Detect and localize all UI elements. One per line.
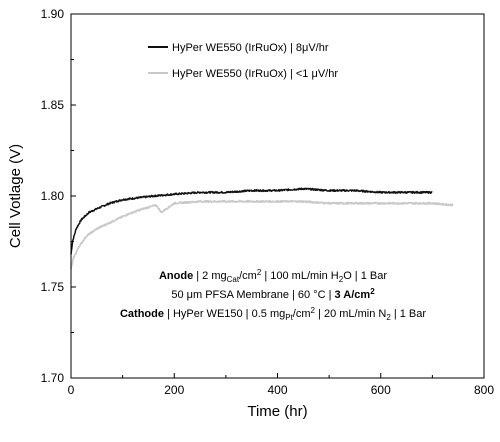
annotation-membrane-line: 50 μm PFSA Membrane | 60 °C | 3 A/cm2 bbox=[171, 287, 375, 301]
annotation-anode-line: Anode | 2 mgCat/cm2 | 100 mL/min H2O | 1… bbox=[159, 268, 387, 284]
legend-label-2: HyPer WE550 (IrRuOx) | <1 μV/hr bbox=[172, 68, 338, 80]
axes-layer: 0 200 400 600 800 1.70 1.75 1.80 1.85 1.90 Time (h… bbox=[7, 7, 494, 420]
legend-label-1: HyPer WE550 (IrRuOx) | 8μV/hr bbox=[172, 42, 329, 54]
x-tick-label: 400 bbox=[267, 383, 287, 397]
annotation-cathode-label: Cathode bbox=[120, 308, 164, 320]
series-line-1 bbox=[70, 187, 433, 255]
y-tick-label: 1.70 bbox=[41, 371, 65, 385]
annotation-anode-label: Anode bbox=[159, 270, 193, 282]
series-layer bbox=[70, 187, 454, 270]
x-tick-label: 0 bbox=[68, 383, 75, 397]
y-tick-label: 1.90 bbox=[41, 7, 65, 21]
x-tick-label: 200 bbox=[164, 383, 184, 397]
series-line-2 bbox=[70, 199, 454, 270]
annotation-current-density: 3 A/cm bbox=[335, 289, 371, 301]
y-tick-label: 1.85 bbox=[41, 98, 65, 112]
annotation-cathode-line: Cathode | HyPer WE150 | 0.5 mgPt/cm2 | 2… bbox=[120, 306, 426, 322]
y-axis-label: Cell Votlage (V) bbox=[7, 144, 24, 248]
legend: HyPer WE550 (IrRuOx) | 8μV/hr HyPer WE550… bbox=[148, 42, 338, 80]
x-tick-label: 800 bbox=[474, 383, 494, 397]
y-tick-label: 1.80 bbox=[41, 189, 65, 203]
y-tick-label: 1.75 bbox=[41, 280, 65, 294]
x-tick-label: 600 bbox=[371, 383, 391, 397]
conditions-annotation: Anode | 2 mgCat/cm2 | 100 mL/min H2O | 1… bbox=[120, 268, 426, 322]
x-axis-label: Time (hr) bbox=[247, 403, 307, 420]
